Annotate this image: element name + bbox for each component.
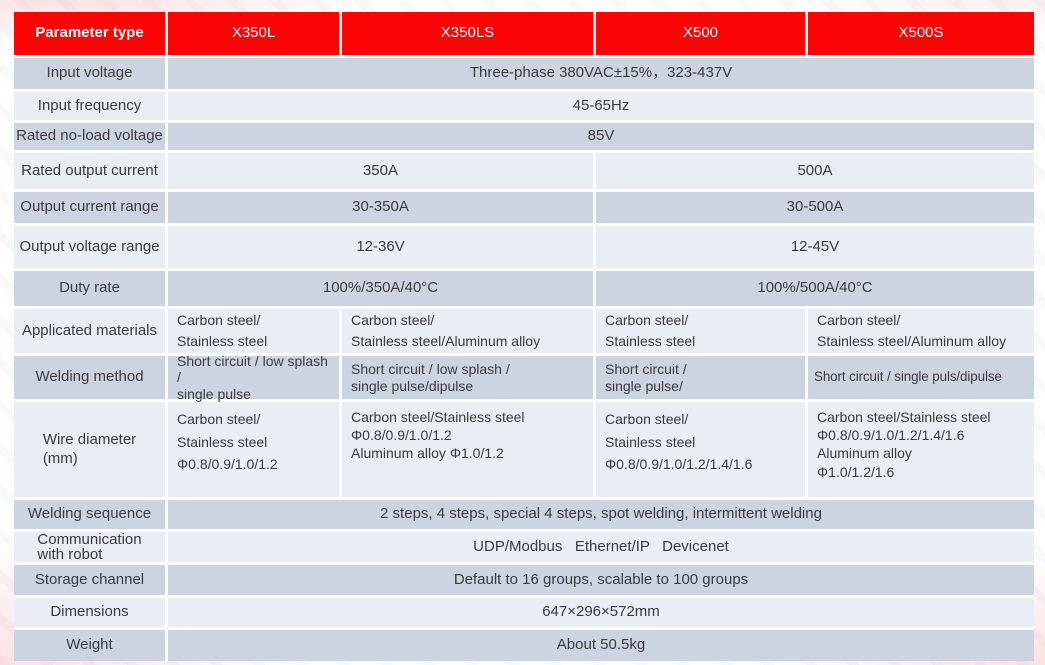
specification-table: Parameter type X350L X350LS X500 X500S I… [14,12,1034,661]
row-label-rated-output-current: Rated output current [14,153,165,189]
cell-input-voltage-value: Three-phase 380VAC±15%，323-437V [168,58,1034,89]
cell-applicated-materials-x500: Carbon steel/ Stainless steel [596,309,805,353]
header-model-x500s: X500S [808,12,1034,55]
cell-weight-value: About 50.5kg [168,630,1034,661]
cell-input-frequency-value: 45-65Hz [168,92,1034,120]
cell-welding-method-x500s: Short circuit / single puls/dipulse [808,356,1034,399]
header-model-x350ls: X350LS [342,12,593,55]
row-label-applicated-materials: Applicated materials [14,309,165,353]
row-label-wire-diameter: Wire diameter (mm) [14,402,165,497]
cell-rated-output-current-350: 350A [168,153,593,189]
cell-welding-method-x350ls: Short circuit / low splash / single puls… [342,356,593,399]
header-model-x500: X500 [596,12,805,55]
cell-dimensions-value: 647×296×572mm [168,598,1034,627]
row-label-welding-sequence: Welding sequence [14,500,165,529]
cell-welding-sequence-value: 2 steps, 4 steps, special 4 steps, spot … [168,500,1034,529]
cell-communication-value: UDP/Modbus Ethernet/IP Devicenet [168,532,1034,562]
cell-welding-method-x500: Short circuit / single pulse/ [596,356,805,399]
header-parameter-type: Parameter type [14,12,165,55]
cell-rated-no-load-voltage-value: 85V [168,123,1034,150]
wire-diameter-label-text: Wire diameter (mm) [42,430,137,467]
cell-applicated-materials-x350l: Carbon steel/ Stainless steel [168,309,339,353]
row-label-communication-with-robot: Communication with robot [14,532,165,562]
cell-storage-channel-value: Default to 16 groups, scalable to 100 gr… [168,565,1034,595]
row-label-duty-rate: Duty rate [14,271,165,306]
row-label-input-voltage: Input voltage [14,58,165,89]
cell-applicated-materials-x350ls: Carbon steel/ Stainless steel/Aluminum a… [342,309,593,353]
row-label-output-current-range: Output current range [14,192,165,223]
cell-wire-diameter-x500: Carbon steel/ Stainless steel Φ0.8/0.9/1… [596,402,805,497]
cell-duty-rate-350: 100%/350A/40°C [168,271,593,306]
row-label-input-frequency: Input frequency [14,92,165,120]
cell-welding-method-x350l: Short circuit / low splash / single puls… [168,353,339,402]
row-label-output-voltage-range: Output voltage range [14,226,165,268]
cell-output-voltage-range-350: 12-36V [168,226,593,268]
cell-rated-output-current-500: 500A [596,153,1034,189]
cell-output-current-range-500: 30-500A [596,192,1034,223]
row-label-rated-no-load-voltage: Rated no-load voltage [14,123,165,150]
header-model-x350l: X350L [168,12,339,55]
cell-wire-diameter-x350ls: Carbon steel/Stainless steel Φ0.8/0.9/1.… [342,402,593,497]
cell-applicated-materials-x500s: Carbon steel/ Stainless steel/Aluminum a… [808,309,1034,353]
row-label-weight: Weight [14,630,165,661]
communication-label-text: Communication with robot [37,531,142,563]
cell-output-voltage-range-500: 12-45V [596,226,1034,268]
cell-duty-rate-500: 100%/500A/40°C [596,271,1034,306]
row-label-storage-channel: Storage channel [14,565,165,595]
row-label-dimensions: Dimensions [14,598,165,627]
row-label-welding-method: Welding method [14,356,165,399]
cell-output-current-range-350: 30-350A [168,192,593,223]
cell-wire-diameter-x350l: Carbon steel/ Stainless steel Φ0.8/0.9/1… [168,402,339,497]
cell-wire-diameter-x500s: Carbon steel/Stainless steel Φ0.8/0.9/1.… [808,402,1034,497]
